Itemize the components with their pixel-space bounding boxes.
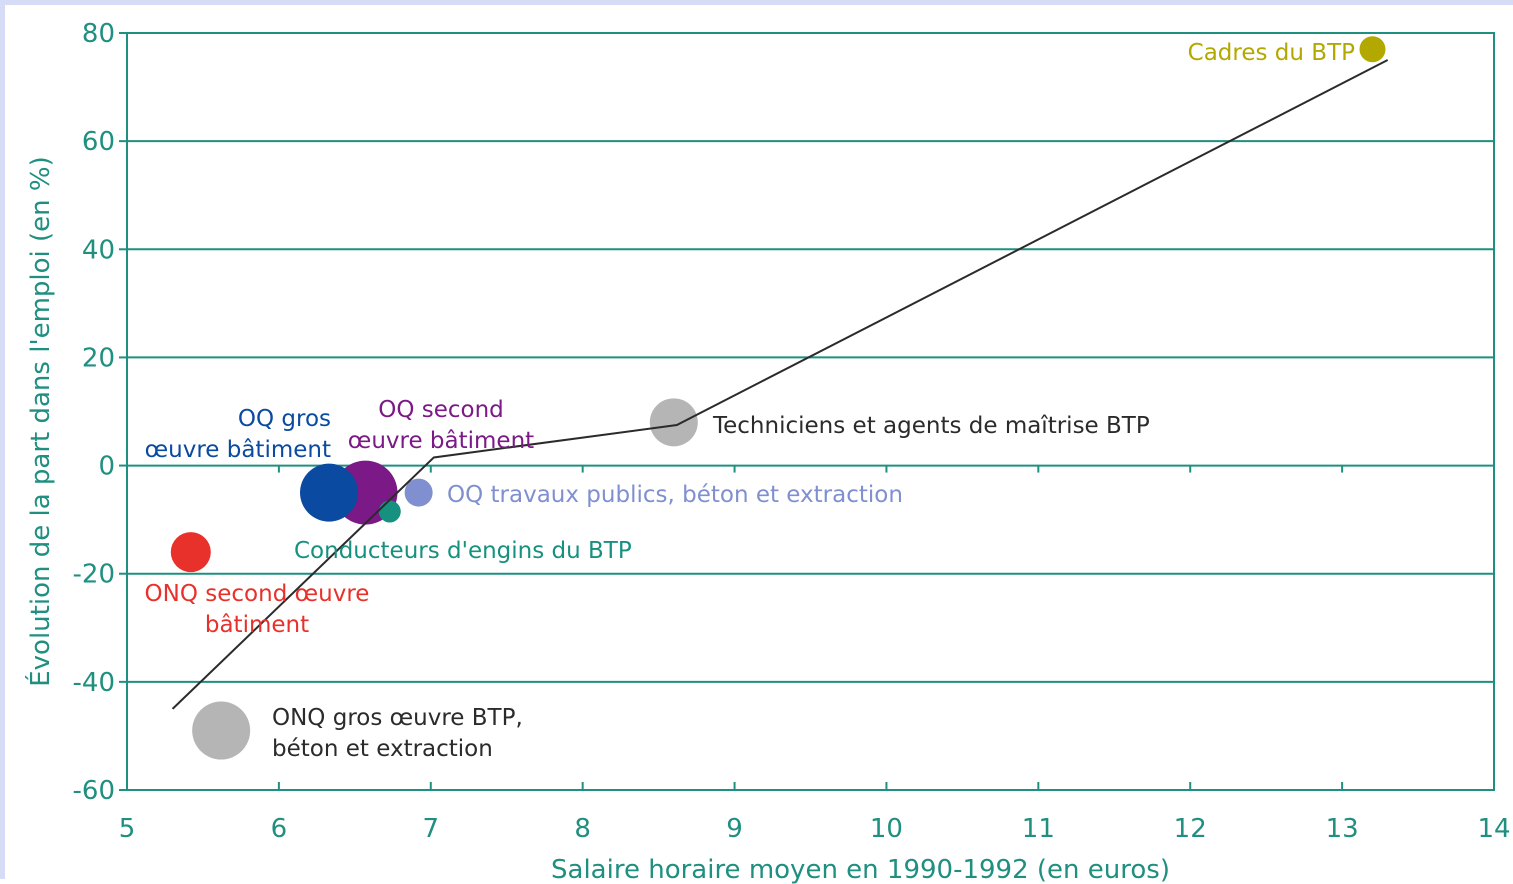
x-axis-title: Salaire horaire moyen en 1990-1992 (en e…	[551, 855, 1170, 884]
bubble-point	[300, 463, 359, 522]
x-tick-label: 8	[574, 814, 591, 844]
point-label: ONQ gros œuvre BTP,	[272, 705, 523, 731]
point-label: Conducteurs d'engins du BTP	[294, 538, 632, 564]
bubble-point	[404, 478, 433, 507]
point-label: œuvre bâtiment	[145, 437, 331, 463]
plot-border	[126, 32, 1495, 791]
x-tick-label: 5	[119, 814, 136, 844]
y-tick-label: 20	[82, 343, 115, 373]
point-label: bâtiment	[205, 612, 309, 638]
x-tick-label: 13	[1326, 814, 1359, 844]
bubble-point	[378, 500, 401, 523]
x-tick-label: 9	[726, 814, 743, 844]
bubble-point	[649, 398, 698, 447]
point-label: OQ travaux publics, béton et extraction	[447, 482, 903, 508]
point-label: béton et extraction	[272, 736, 493, 762]
trend-line	[171, 59, 1389, 710]
y-tick-label: 80	[82, 19, 115, 49]
y-tick-label: -40	[73, 668, 115, 698]
y-tick-label: 40	[82, 235, 115, 265]
scatter-chart: 80 60 40 20 0 -20 -40 -605 6 7 8 9 10 11 12 13 14 Salaire…	[24, 19, 1511, 884]
point-label: OQ gros	[238, 406, 331, 432]
y-tick-label: -20	[73, 560, 115, 590]
x-tick-label: 10	[870, 814, 903, 844]
point-label: œuvre bâtiment	[348, 428, 534, 454]
y-axis-title: Évolution de la part dans l'emploi (en %…	[24, 156, 56, 687]
x-tick-label: 12	[1174, 814, 1207, 844]
y-tick-label: 60	[82, 127, 115, 157]
x-tick-label: 11	[1022, 814, 1055, 844]
point-label: Cadres du BTP	[1188, 40, 1355, 66]
bubble-point	[1359, 36, 1386, 63]
point-label: Techniciens et agents de maîtrise BTP	[712, 413, 1150, 439]
point-label: ONQ second œuvre	[145, 581, 370, 607]
bubble-point	[170, 532, 211, 573]
bubble-point	[192, 701, 251, 760]
x-tick-label: 14	[1477, 814, 1510, 844]
x-tick-label: 7	[423, 814, 440, 844]
y-tick-label: -60	[73, 776, 115, 806]
x-tick-label: 6	[271, 814, 288, 844]
point-label: OQ second	[378, 397, 504, 423]
y-tick-label: 0	[98, 452, 115, 482]
